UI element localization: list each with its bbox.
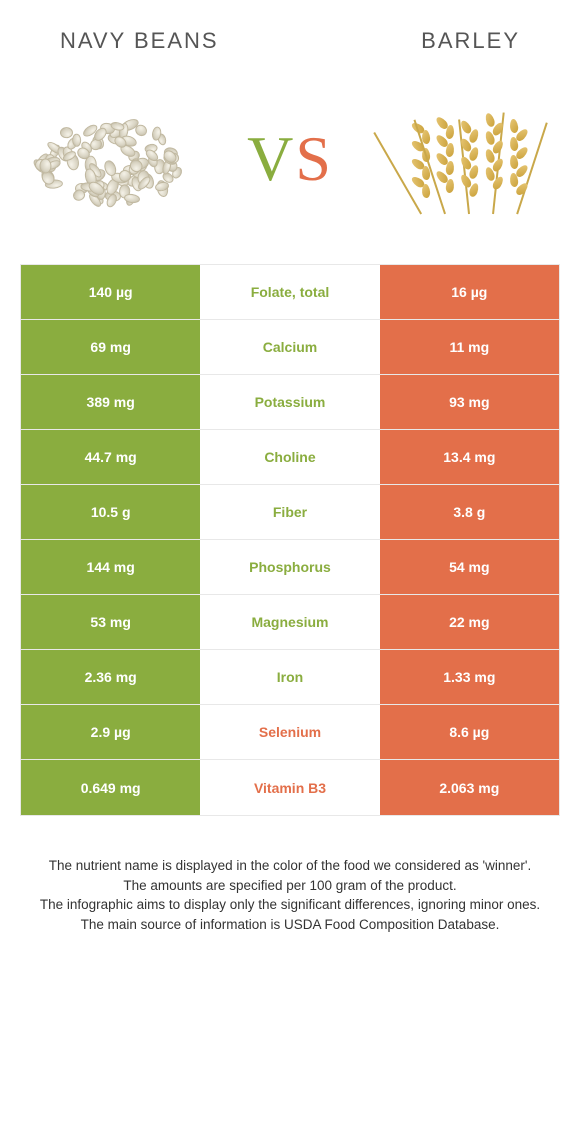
right-food-title: Barley [421,28,520,54]
right-value-cell: 2.063 mg [380,760,559,815]
left-value-cell: 53 mg [21,595,200,649]
left-value-cell: 2.9 µg [21,705,200,759]
table-row: 2.9 µgSelenium8.6 µg [21,705,559,760]
footnote-line: The amounts are specified per 100 gram o… [30,876,550,896]
left-value-cell: 389 mg [21,375,200,429]
nutrient-table: 140 µgFolate, total16 µg69 mgCalcium11 m… [20,264,560,816]
table-row: 2.36 mgIron1.33 mg [21,650,559,705]
table-row: 0.649 mgVitamin B32.063 mg [21,760,559,815]
left-value-cell: 2.36 mg [21,650,200,704]
right-value-cell: 54 mg [380,540,559,594]
nutrient-name-cell: Choline [200,430,379,484]
left-food-title: Navy beans [60,28,219,54]
right-value-cell: 1.33 mg [380,650,559,704]
left-value-cell: 0.649 mg [21,760,200,815]
table-row: 44.7 mgCholine13.4 mg [21,430,559,485]
left-value-cell: 144 mg [21,540,200,594]
nutrient-name-cell: Folate, total [200,265,379,319]
nutrient-name-cell: Magnesium [200,595,379,649]
table-row: 10.5 gFiber3.8 g [21,485,559,540]
footnote-line: The infographic aims to display only the… [30,895,550,915]
left-value-cell: 10.5 g [21,485,200,539]
table-row: 389 mgPotassium93 mg [21,375,559,430]
nutrient-name-cell: Phosphorus [200,540,379,594]
right-value-cell: 16 µg [380,265,559,319]
header: Navy beans Barley [0,0,580,54]
nutrient-name-cell: Selenium [200,705,379,759]
footnote-line: The nutrient name is displayed in the co… [30,856,550,876]
navy-beans-image [20,94,200,224]
right-value-cell: 3.8 g [380,485,559,539]
nutrient-name-cell: Fiber [200,485,379,539]
barley-image [380,94,560,224]
nutrient-name-cell: Potassium [200,375,379,429]
right-value-cell: 8.6 µg [380,705,559,759]
nutrient-name-cell: Calcium [200,320,379,374]
nutrient-name-cell: Vitamin B3 [200,760,379,815]
vs-s: S [295,123,333,194]
left-value-cell: 69 mg [21,320,200,374]
left-value-cell: 44.7 mg [21,430,200,484]
vs-label: VS [247,122,333,196]
table-row: 69 mgCalcium11 mg [21,320,559,375]
left-value-cell: 140 µg [21,265,200,319]
right-value-cell: 93 mg [380,375,559,429]
images-row: VS [0,54,580,244]
table-row: 53 mgMagnesium22 mg [21,595,559,650]
vs-v: V [247,123,295,194]
right-value-cell: 13.4 mg [380,430,559,484]
right-value-cell: 22 mg [380,595,559,649]
footnotes: The nutrient name is displayed in the co… [0,816,580,934]
footnote-line: The main source of information is USDA F… [30,915,550,935]
table-row: 144 mgPhosphorus54 mg [21,540,559,595]
table-row: 140 µgFolate, total16 µg [21,265,559,320]
nutrient-name-cell: Iron [200,650,379,704]
right-value-cell: 11 mg [380,320,559,374]
